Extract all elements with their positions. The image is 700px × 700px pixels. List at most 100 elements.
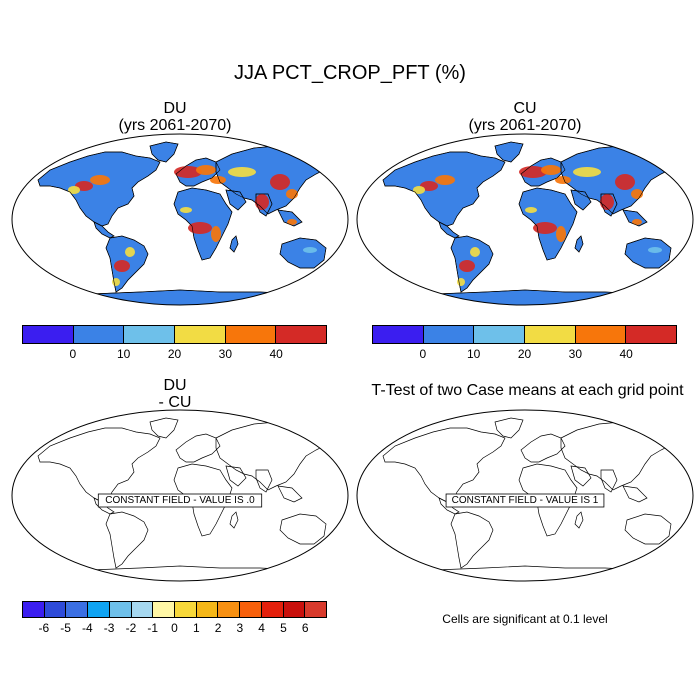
colorbar-diff-tick-label: 5: [280, 621, 287, 635]
map-border: [356, 133, 694, 306]
colorbar-diff-swatch: [66, 602, 89, 617]
coastline-india: [255, 193, 273, 217]
colorbar-du-swatch: [124, 326, 176, 343]
land-madagascar: [229, 511, 239, 529]
crop-hotspot: [270, 174, 290, 190]
land-south-america: [105, 511, 149, 569]
colorbar-diff-swatch: [109, 602, 132, 617]
constant-field-label: CONSTANT FIELD - VALUE IS 1: [452, 495, 599, 506]
land-india: [600, 469, 618, 493]
coastline-south-america: [450, 235, 494, 293]
coastline-southeast-asia: [622, 209, 648, 227]
colorbar-diff-labels: -6 -5 -4 -3 -2 -1 0 1 2 3 4 5 6: [22, 621, 327, 635]
coastline-africa: [173, 187, 233, 261]
land-north-america: [382, 427, 506, 503]
land-arabia: [225, 465, 247, 487]
colorbar-diff-swatch: [240, 602, 262, 617]
crop-hotspot: [600, 194, 614, 210]
coastline-europe: [520, 157, 566, 187]
colorbar-diff-tick-label: 1: [192, 621, 200, 635]
colorbar-diff-swatch: [218, 602, 241, 617]
crop-hotspot: [112, 278, 120, 286]
panel-title-diff-line2: - CU: [158, 394, 192, 411]
colorbar-du-swatch: [73, 326, 125, 343]
crop-hotspot: [287, 219, 297, 225]
colorbar-diff-tick-label: 2: [214, 621, 222, 635]
colorbar-cu-swatch: [373, 326, 424, 343]
coastline-central-america: [93, 221, 115, 239]
crop-hotspot: [556, 226, 566, 242]
crop-hotspot: [174, 166, 202, 178]
constant-field-box: [445, 493, 605, 508]
coastline-north-america: [37, 151, 161, 227]
crop-hotspot: [125, 247, 135, 257]
land-greenland: [149, 417, 179, 439]
land-india: [255, 469, 273, 493]
colorbar-du-swatch: [276, 326, 327, 343]
crop-hotspot: [541, 165, 561, 175]
colorbar-diff-tick-label: 0: [171, 621, 178, 635]
crop-hotspot: [573, 167, 601, 177]
colorbar-diff-swatch: [88, 602, 110, 617]
coastline-south-america: [105, 235, 149, 293]
crop-hotspot: [457, 278, 465, 286]
colorbar-diff-tick-label: -3: [103, 621, 115, 635]
colorbar-diff-swatch: [261, 602, 284, 617]
colorbar-diff-swatch: [44, 602, 67, 617]
crop-hotspot: [413, 186, 425, 194]
panel-title-du-line2: (yrs 2061-2070): [118, 117, 232, 134]
colorbar-cu: [372, 325, 677, 344]
coastline-australia: [624, 237, 672, 269]
colorbar-du-swatch: [175, 326, 226, 343]
land-europe: [520, 433, 566, 463]
land-south-america: [450, 511, 494, 569]
crop-hotspot: [210, 176, 226, 184]
panel-title-diff-line1: DU: [163, 377, 187, 394]
crop-hotspot: [519, 166, 547, 178]
colorbar-cu-swatch: [525, 326, 576, 343]
colorbar-cu-tick-label: 0: [419, 347, 427, 361]
colorbar-cu-tick-label: 20: [517, 347, 532, 361]
crop-hotspot: [525, 207, 537, 213]
colorbar-du-labels: 0 10 20 30 40: [22, 347, 327, 361]
crop-hotspot: [632, 219, 642, 225]
colorbar-diff-swatch: [305, 602, 327, 617]
constant-field-label: CONSTANT FIELD - VALUE IS .0: [105, 495, 255, 506]
panel-title-cu: CU (yrs 2061-2070): [350, 100, 700, 134]
colorbar-diff-tick-label: 4: [258, 621, 265, 635]
map-ttest: CONSTANT FIELD - VALUE IS 1: [356, 409, 694, 582]
crop-hotspot: [459, 260, 475, 272]
colorbar-diff-tick-label: -5: [60, 621, 71, 635]
significance-note: Cells are significant at 0.1 level: [442, 612, 608, 626]
map-cu: [356, 133, 694, 306]
map-border: [356, 409, 694, 582]
land-madagascar: [574, 511, 584, 529]
crop-hotspot: [615, 174, 635, 190]
colorbar-diff: [22, 601, 327, 618]
colorbar-diff-tick-label: 3: [236, 621, 244, 635]
coastline-africa: [518, 187, 578, 261]
colorbar-cu-tick-label: 10: [466, 347, 481, 361]
colorbar-du-swatch: [23, 326, 74, 343]
coastline-central-america: [438, 221, 460, 239]
panel-title-cu-line1: CU: [513, 100, 537, 117]
crop-hotspot: [196, 165, 216, 175]
constant-field-box: [97, 493, 263, 508]
colorbar-du: [22, 325, 327, 344]
panel-title-ttest-line1: T-Test of two Case means at each grid po…: [371, 382, 684, 399]
crop-hotspot: [188, 222, 212, 234]
panel-title-diff: DU - CU: [0, 377, 350, 411]
coastline-india: [600, 193, 618, 217]
coastline-arabia: [225, 189, 247, 211]
colorbar-diff-tick-label: -4: [82, 621, 93, 635]
crop-hotspot: [533, 222, 557, 234]
colorbar-diff-swatch: [283, 602, 306, 617]
colorbar-diff-tick-label: -2: [125, 621, 137, 635]
land-australia: [624, 513, 672, 545]
coastline-australia: [279, 237, 327, 269]
colorbar-cu-swatch: [626, 326, 677, 343]
land-arabia: [570, 465, 592, 487]
crop-hotspot: [255, 194, 269, 210]
colorbar-diff-tick-label: -1: [147, 621, 159, 635]
colorbar-diff-tick-label: 6: [301, 621, 309, 635]
